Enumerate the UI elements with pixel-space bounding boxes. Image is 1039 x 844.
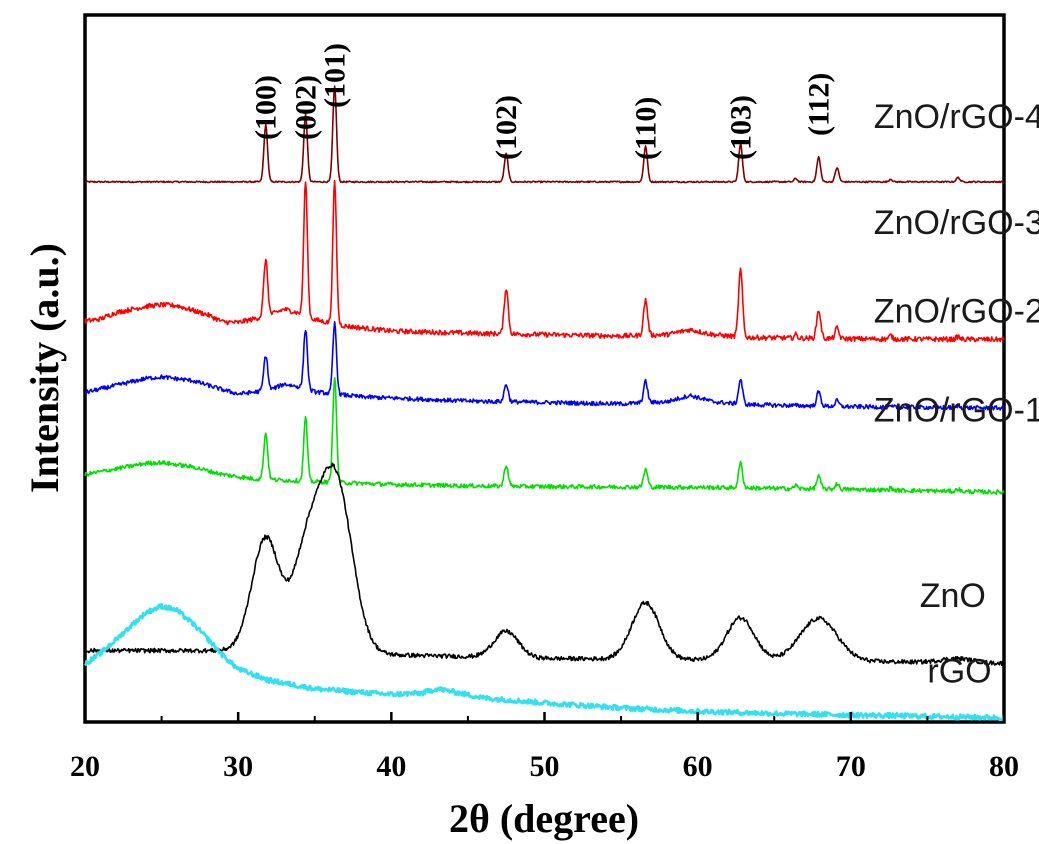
x-tick-label: 60 [683, 750, 713, 783]
series-label: ZnO/rGO-4 [874, 98, 1039, 136]
series-layer [84, 85, 1006, 722]
x-tick-label: 40 [376, 750, 406, 783]
series-label: rGO [927, 652, 991, 690]
series-line-zno-rgo-4 [84, 85, 1005, 184]
series-line-zno-rgo-1 [84, 376, 1005, 495]
x-tick-label: 80 [989, 750, 1019, 783]
peak-label: (110) [630, 97, 663, 160]
x-tick-label: 30 [223, 750, 253, 783]
y-axis-title: Intensity (a.u.) [22, 243, 67, 493]
peak-label: (103) [725, 95, 758, 160]
peak-label: (002) [290, 75, 323, 140]
series-line-zno-rgo-3 [84, 179, 1005, 343]
series-label: ZnO/rGO-2 [874, 293, 1039, 331]
series-label: ZnO/rGO-1 [874, 392, 1039, 430]
x-tick-label: 70 [836, 750, 866, 783]
peak-labels: (100) (002)(101) (102) (110) (103) (112) [250, 43, 836, 160]
series-labels: ZnO/rGO-4 ZnO/rGO-3 ZnO/rGO-2 ZnO/rGO-1 ZnO r… [874, 98, 1039, 690]
series-label: ZnO/rGO-3 [874, 204, 1039, 242]
series-line-zno-rgo-2 [84, 320, 1005, 411]
series-label: ZnO [920, 577, 986, 615]
peak-label: (112) [803, 73, 836, 136]
peak-label: (100) [250, 75, 283, 140]
series-line-zno [84, 462, 1005, 667]
x-axis-title: 2θ (degree) [449, 796, 639, 841]
peak-label: (101) [319, 43, 352, 108]
x-ticks: 20 30 40 50 60 70 80 [70, 712, 1019, 783]
plot-frame [83, 13, 1006, 724]
x-tick-label: 50 [530, 750, 560, 783]
series-line-rgo [84, 602, 1006, 722]
x-tick-label: 20 [70, 750, 100, 783]
peak-label: (102) [490, 95, 523, 160]
